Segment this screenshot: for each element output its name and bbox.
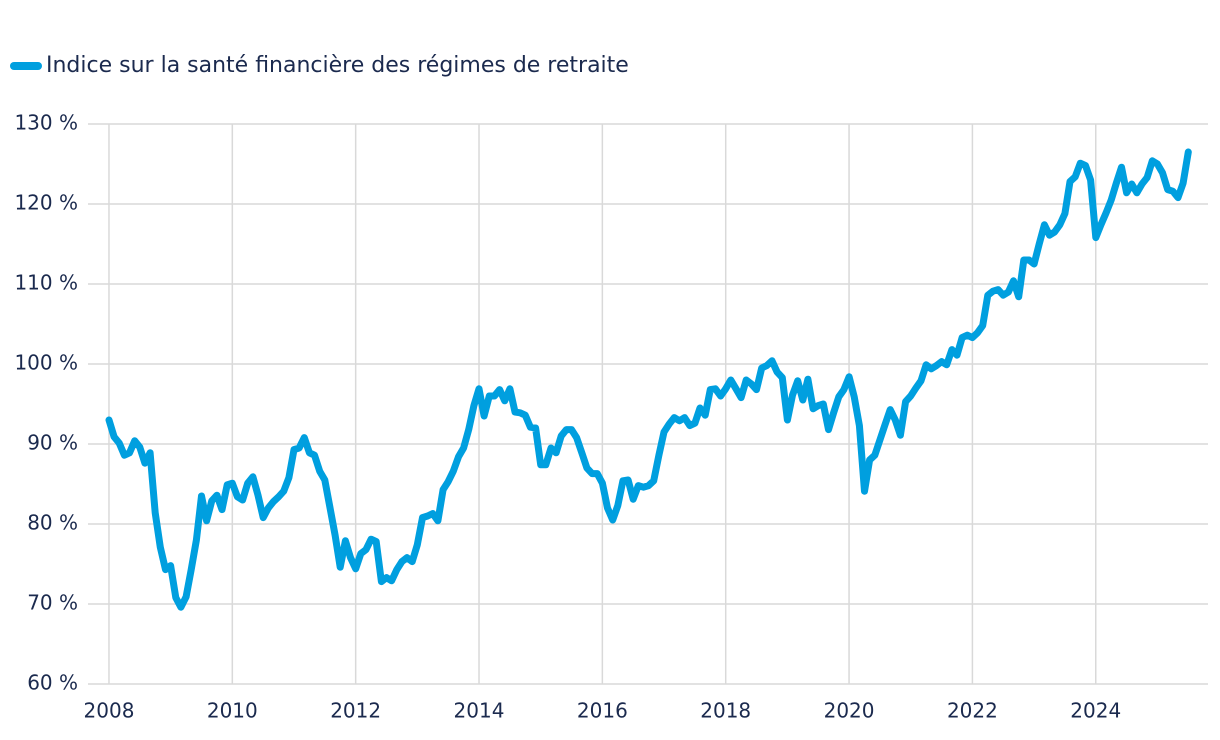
series-line bbox=[105, 148, 1192, 611]
y-tick-label: 100 % bbox=[14, 351, 78, 375]
y-tick-label: 110 % bbox=[14, 271, 78, 295]
y-tick-label: 60 % bbox=[27, 671, 78, 695]
x-tick-label: 2010 bbox=[207, 699, 258, 723]
y-tick-label: 70 % bbox=[27, 591, 78, 615]
x-tick-label: 2022 bbox=[947, 699, 998, 723]
x-tick-label: 2008 bbox=[84, 699, 135, 723]
y-tick-label: 130 % bbox=[14, 111, 78, 135]
y-tick-label: 90 % bbox=[27, 431, 78, 455]
y-tick-label: 80 % bbox=[27, 511, 78, 535]
x-tick-label: 2020 bbox=[824, 699, 875, 723]
y-tick-label: 120 % bbox=[14, 191, 78, 215]
x-tick-label: 2012 bbox=[330, 699, 381, 723]
legend-label: Indice sur la santé financière des régim… bbox=[46, 53, 629, 78]
x-tick-label: 2024 bbox=[1070, 699, 1121, 723]
x-tick-label: 2014 bbox=[454, 699, 505, 723]
x-tick-label: 2018 bbox=[700, 699, 751, 723]
x-tick-label: 2016 bbox=[577, 699, 628, 723]
